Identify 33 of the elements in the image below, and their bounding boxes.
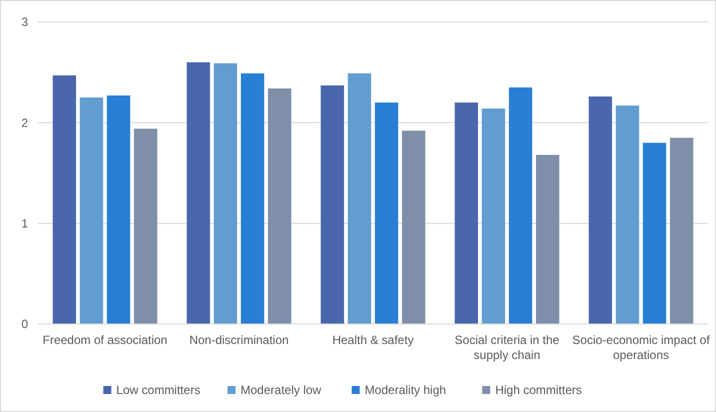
y-tick-label: 1 [21, 216, 28, 231]
bar [508, 87, 532, 324]
bar [670, 138, 694, 324]
bar [52, 75, 76, 324]
x-tick-label: Non-discrimination [189, 333, 289, 347]
x-tick-label: Social criteria in the supply chain [454, 333, 560, 362]
bar [186, 62, 210, 324]
bar [374, 102, 398, 324]
bar [588, 96, 612, 324]
bar [214, 63, 238, 324]
bar [134, 128, 158, 324]
bar [642, 142, 666, 324]
bar [454, 102, 478, 324]
x-tick-label: Health & safety [332, 333, 414, 347]
bar [320, 85, 344, 324]
bar [482, 108, 506, 324]
x-tick-label: Socio-economic impact of operations [572, 333, 710, 362]
bar [616, 106, 640, 324]
legend-label: High committers [495, 383, 582, 398]
bar [106, 95, 130, 324]
legend-label: Moderality high [364, 383, 446, 398]
bar [80, 98, 104, 324]
bar [348, 73, 372, 324]
y-tick-label: 3 [21, 15, 28, 30]
y-tick-label: 2 [21, 116, 28, 130]
bar [268, 88, 292, 324]
y-tick-label: 0 [21, 317, 28, 332]
legend-label: Moderately low [240, 383, 322, 398]
legend-label: Low committers [116, 383, 200, 398]
x-tick-label: Freedom of association [42, 333, 168, 347]
bar [240, 73, 264, 324]
bar [402, 130, 426, 324]
bar [536, 154, 560, 324]
